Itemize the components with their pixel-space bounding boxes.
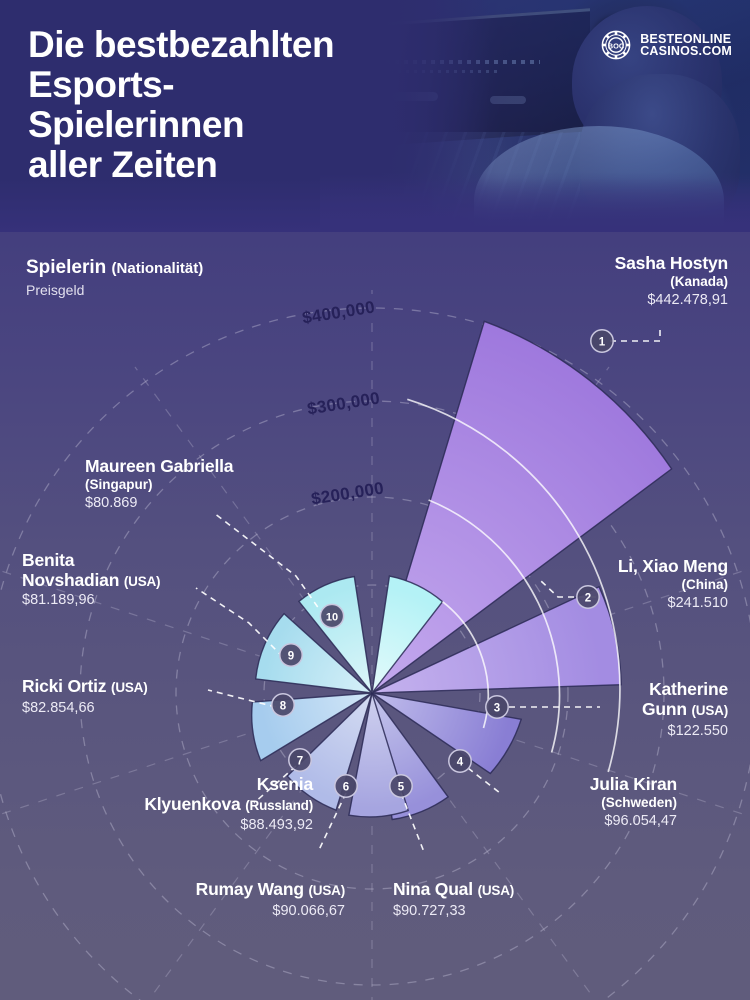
player-amount: $90.066,67 (272, 902, 345, 919)
rank-badge-8[interactable]: 8 (271, 693, 295, 717)
player-name-first: Ksenia (256, 774, 313, 794)
legend-player-row: Spielerin (Nationalität) (26, 256, 203, 280)
header-photo-gamer (320, 0, 750, 232)
brand-line-1: BESTEONLINE (640, 31, 732, 46)
svg-text:2: 2 (585, 593, 591, 605)
callout-rank-5: Nina Qual (USA) $90.727,33 (393, 879, 515, 920)
callout-rank-3: Katherine Gunn (USA) $122.550 (641, 679, 729, 740)
player-nationality: (USA) (308, 883, 346, 898)
player-name: Li, Xiao Meng (617, 556, 728, 576)
player-name-line1: Katherine (649, 679, 728, 699)
svg-text:5: 5 (398, 782, 405, 794)
player-amount: $81.189,96 (22, 592, 95, 608)
rank-badge-4[interactable]: 4 (448, 749, 472, 773)
wedge-rank-3[interactable] (371, 692, 523, 775)
rank-badge-6[interactable]: 6 (334, 774, 358, 798)
wedge-rank-1[interactable] (370, 320, 673, 695)
callout-rank-1: Sasha Hostyn (Kanada) $442.478,91 (614, 253, 729, 309)
logo-mark-text: BOC (608, 41, 625, 50)
svg-text:1: 1 (599, 337, 606, 349)
player-amount: $442.478,91 (647, 291, 728, 308)
title-line-1: Die bestbezahlten (28, 24, 335, 65)
callout-rank-4: Julia Kiran (Schweden) $96.054,47 (589, 774, 677, 830)
wedge-rank-8[interactable] (254, 612, 375, 694)
player-name-row: Ricki Ortiz (USA) (22, 676, 148, 698)
callout-rank-7: Ksenia Klyuenkova (Russland) $88.493,92 (144, 774, 313, 834)
player-nationality: (China) (681, 576, 729, 592)
chart-legend: Spielerin (Nationalität) Preisgeld (26, 256, 203, 300)
player-nationality: (Singapur) (85, 476, 153, 492)
rank-badge-10[interactable]: 10 (319, 603, 345, 629)
grid-circles (0, 307, 750, 1000)
player-name-first: Benita (22, 550, 75, 570)
title-line-2: Esports- (28, 64, 175, 105)
pie-wedges[interactable] (251, 320, 673, 821)
legend-player-label: Spielerin (26, 257, 107, 278)
player-nationality: (USA) (123, 573, 161, 589)
player-nationality: (USA) (111, 680, 148, 695)
svg-text:10: 10 (326, 612, 338, 624)
title-line-4: aller Zeiten (28, 144, 218, 185)
player-amount: $96.054,47 (604, 812, 677, 829)
player-name-row: Nina Qual (USA) (393, 879, 515, 901)
player-nationality: (Russland) (245, 797, 313, 813)
svg-text:3: 3 (494, 703, 500, 715)
callout-rank-10: Maureen Gabriella (Singapur) $80.869 (85, 456, 234, 512)
player-nationality: (Schweden) (601, 794, 677, 810)
callout-rank-8: Ricki Ortiz (USA) $82.854,66 (22, 676, 148, 717)
header-banner: Die bestbezahlten Esports- Spielerinnen … (0, 0, 750, 232)
svg-text:7: 7 (297, 756, 303, 768)
rank-badge-2[interactable]: 2 (576, 585, 600, 609)
player-amount: $241.510 (667, 594, 728, 611)
title-line-3: Spielerinnen (28, 104, 245, 145)
player-nationality: (USA) (477, 883, 515, 898)
rank-badge-3[interactable]: 3 (485, 695, 509, 719)
player-name: Ricki Ortiz (22, 676, 107, 696)
player-name-row: Klyuenkova (Russland) (144, 793, 313, 814)
rank-badge-7[interactable]: 7 (288, 748, 312, 772)
player-amount: $88.493,92 (240, 817, 313, 833)
page-title: Die bestbezahlten Esports- Spielerinnen … (28, 25, 498, 185)
wedge-rank-6[interactable] (286, 692, 373, 812)
player-amount: $122.550 (667, 723, 728, 739)
player-name: Maureen Gabriella (85, 456, 234, 476)
player-nationality: (Kanada) (670, 273, 728, 289)
player-name-row: Novshadian (USA) (22, 569, 161, 590)
rank-badge-1[interactable]: 1 (590, 329, 614, 353)
legend-prize-label: Preisgeld (26, 282, 85, 298)
rank-badges[interactable]: 1 2 3 4 5 6 7 (271, 329, 614, 798)
brand-line-2: CASINOS.COM (640, 44, 732, 58)
player-amount: $82.854,66 (22, 699, 95, 716)
player-name: Nina Qual (393, 879, 473, 899)
callout-rank-2: Li, Xiao Meng (China) $241.510 (617, 556, 729, 612)
player-name: Julia Kiran (589, 774, 677, 794)
svg-text:9: 9 (288, 651, 294, 663)
player-amount: $80.869 (85, 494, 138, 511)
rank-badge-9[interactable]: 9 (279, 643, 303, 667)
player-name: Sasha Hostyn (614, 253, 729, 273)
player-name-row: Rumay Wang (USA) (195, 879, 346, 901)
rank-badge-5[interactable]: 5 (389, 774, 413, 798)
svg-text:6: 6 (343, 782, 349, 794)
brand-logo[interactable]: BOC BESTEONLINE CASINOS.COM (601, 30, 732, 60)
callout-rank-9: Benita Novshadian (USA) $81.189,96 (22, 550, 161, 609)
legend-nationality-label: (Nationalität) (111, 260, 204, 277)
wedge-rank-10[interactable] (370, 575, 444, 696)
player-name-row: Gunn (USA) (641, 698, 729, 719)
player-amount: $90.727,33 (393, 902, 466, 919)
player-nationality: (USA) (691, 702, 729, 718)
callout-rank-6: Rumay Wang (USA) $90.066,67 (195, 879, 346, 920)
poker-chip-icon: BOC (601, 30, 631, 60)
svg-text:8: 8 (280, 701, 287, 713)
player-name: Rumay Wang (195, 879, 304, 899)
brand-wordmark: BESTEONLINE CASINOS.COM (640, 31, 732, 58)
svg-text:4: 4 (457, 757, 464, 769)
